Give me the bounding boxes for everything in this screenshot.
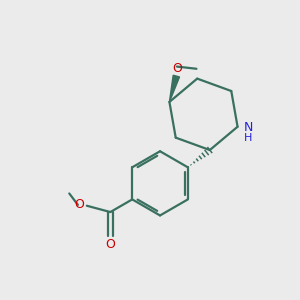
Text: O: O bbox=[172, 62, 182, 76]
Text: O: O bbox=[74, 198, 84, 211]
Text: H: H bbox=[244, 133, 253, 143]
Text: N: N bbox=[244, 121, 254, 134]
Text: O: O bbox=[105, 238, 115, 250]
Polygon shape bbox=[169, 75, 179, 102]
